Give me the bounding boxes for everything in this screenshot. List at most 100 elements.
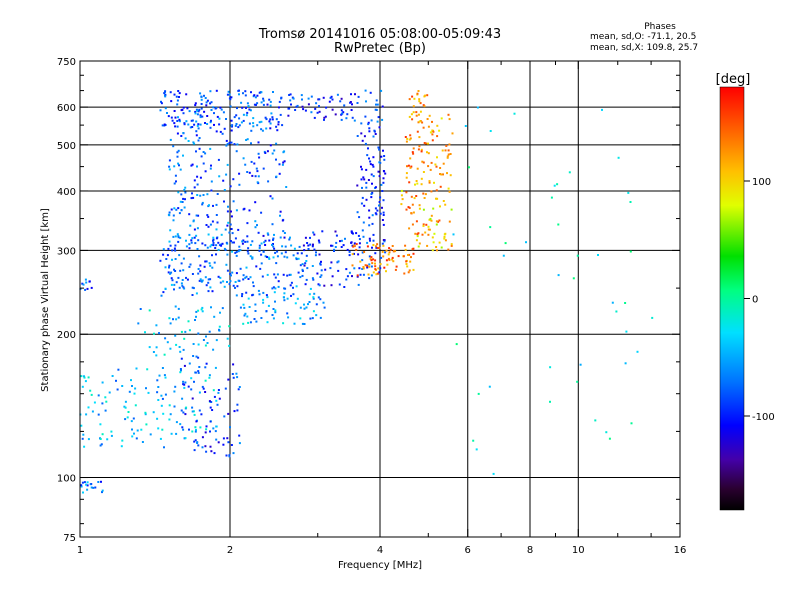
echo-point-o	[215, 107, 218, 109]
echo-point-o	[205, 101, 208, 104]
echo-point-o	[101, 402, 104, 405]
echo-point-o	[228, 454, 231, 457]
echo-point-x	[410, 212, 413, 215]
echo-point-o	[184, 437, 187, 440]
echo-point-o	[337, 269, 340, 272]
echo-point-x	[391, 256, 394, 259]
echo-point-o	[339, 100, 342, 103]
echo-point-o	[198, 255, 201, 258]
echo-point-o	[201, 203, 204, 206]
echo-point-o	[128, 390, 131, 393]
echo-point-o	[247, 247, 250, 250]
echo-point-o	[312, 297, 315, 300]
echo-point-o	[307, 303, 309, 306]
echo-point-o	[369, 163, 372, 166]
echo-point-o	[272, 286, 275, 289]
echo-point-o	[197, 370, 200, 373]
x-tick-label: 10	[572, 545, 585, 556]
echo-point-o	[274, 276, 277, 279]
echo-point-o	[99, 438, 102, 440]
echo-point-o	[275, 142, 278, 145]
echo-point-o	[331, 98, 334, 101]
echo-point-x	[400, 194, 403, 197]
echo-point-o	[188, 233, 191, 236]
echo-point-o	[372, 239, 375, 242]
echo-point-o	[174, 125, 177, 128]
echo-point-o	[83, 445, 86, 448]
echo-point-o	[299, 306, 302, 309]
echo-point-o	[164, 287, 167, 290]
echo-point-x	[422, 224, 425, 227]
echo-point-x	[416, 235, 419, 238]
echo-point-o	[250, 129, 253, 132]
echo-point-x	[385, 259, 388, 262]
echo-point-x	[382, 244, 385, 247]
echo-point-o	[382, 149, 384, 152]
echo-point-o	[131, 385, 133, 387]
echo-point-o	[355, 232, 358, 235]
echo-point-o	[196, 227, 199, 230]
echo-point-o	[367, 179, 370, 181]
echo-point-o	[267, 180, 270, 183]
echo-point-o	[205, 425, 208, 428]
echo-point-o	[372, 156, 375, 159]
echo-point-o	[246, 315, 249, 318]
echo-point-x	[410, 165, 413, 168]
echo-point-o	[225, 144, 228, 147]
echo-point-o	[199, 92, 202, 95]
echo-point-o	[283, 150, 286, 153]
echo-point-o	[378, 175, 381, 178]
echo-point-o	[160, 102, 163, 105]
echo-point-o	[289, 93, 292, 96]
echo-point-o	[197, 309, 200, 312]
echo-point-o	[274, 311, 277, 314]
echo-point-o	[235, 294, 238, 297]
echo-point-o	[101, 381, 104, 384]
echo-point-o	[246, 138, 249, 141]
echo-point-o	[181, 279, 184, 281]
echo-point-o	[307, 97, 310, 100]
echo-point-o	[278, 100, 281, 103]
echo-point-o	[196, 248, 199, 250]
echo-point-o	[318, 241, 321, 244]
echo-point-o	[371, 182, 373, 185]
echo-point-o	[170, 116, 173, 119]
echo-point-o	[147, 391, 150, 394]
echo-point-x	[434, 163, 437, 166]
echo-point-o	[262, 291, 265, 294]
echo-point-o	[331, 108, 334, 111]
echo-point-o	[239, 306, 242, 309]
echo-point-o	[288, 107, 291, 110]
echo-point-o	[261, 275, 264, 278]
echo-point-o	[280, 252, 283, 255]
echo-point-o	[106, 438, 109, 441]
echo-point-x	[391, 245, 394, 247]
echo-point-x	[428, 228, 431, 231]
echo-point-o	[192, 287, 195, 290]
echo-point-o	[101, 489, 104, 492]
echo-point-o	[220, 108, 223, 111]
echo-point-o	[253, 318, 256, 320]
echo-point-o	[194, 104, 197, 107]
echo-point-o	[218, 328, 220, 331]
echo-point-x	[408, 253, 411, 256]
echo-point-x	[448, 118, 451, 121]
echo-point-o	[312, 296, 315, 299]
echo-point-o	[235, 251, 238, 253]
echo-point-o	[370, 274, 373, 277]
echo-point-x	[363, 251, 366, 253]
echo-point-o	[116, 388, 119, 391]
echo-point-x	[405, 176, 408, 179]
echo-point-o	[365, 181, 368, 184]
echo-point-o	[362, 273, 365, 276]
echo-point-o	[197, 272, 200, 275]
echo-point-o	[376, 209, 379, 212]
echo-point-x	[504, 242, 507, 245]
echo-point-x	[414, 183, 416, 186]
echo-point-o	[379, 161, 382, 164]
echo-point-o	[272, 256, 275, 259]
echo-point-x	[393, 250, 395, 253]
echo-point-o	[301, 263, 304, 266]
echo-point-o	[180, 109, 183, 112]
echo-point-o	[267, 233, 270, 236]
